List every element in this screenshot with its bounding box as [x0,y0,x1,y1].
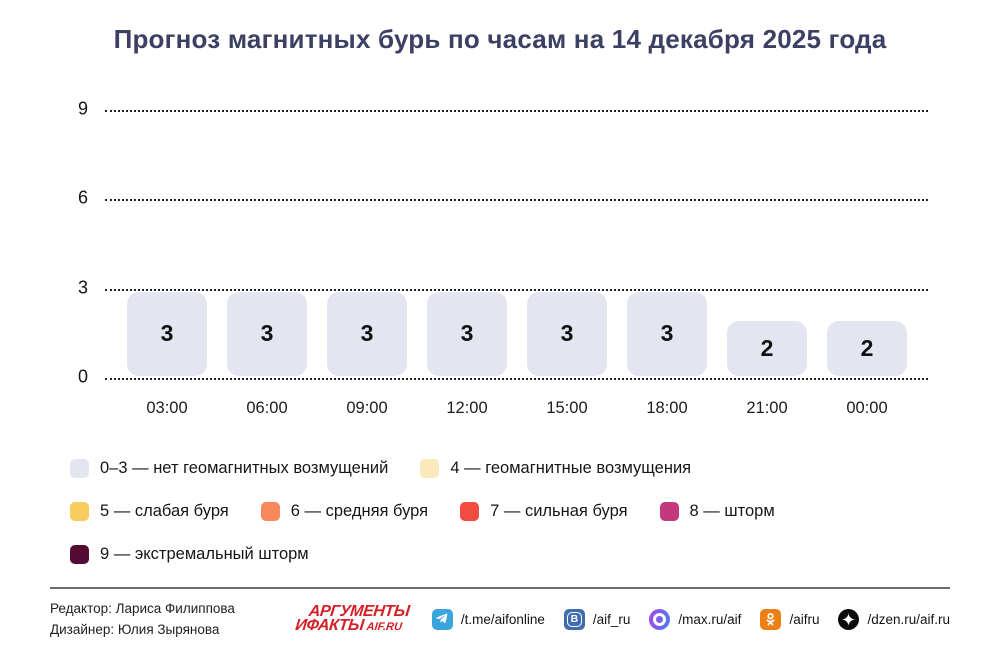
ok-icon [760,608,782,630]
legend-row: 5 — слабая буря 6 — средняя буря 7 — сильн… [70,502,775,521]
legend-item: 9 — экстремальный шторм [70,545,309,564]
x-axis-label: 06:00 [246,399,288,417]
bar: 3 [227,291,307,376]
x-axis-label: 15:00 [546,399,588,417]
legend-swatch [420,459,440,478]
max-ring [653,612,667,626]
y-axis-label: 0 [77,366,88,387]
legend-item: 5 — слабая буря [70,502,229,521]
x-axis-label: 00:00 [846,399,888,417]
social-link-max[interactable]: /max.ru/aif [649,608,742,630]
social-link-dzen[interactable]: /dzen.ru/aif.ru [838,608,950,630]
legend-swatch [260,502,280,521]
aif-logo: АРГУМЕНТЫ ИФАКТЫAIF.RU [294,603,411,634]
social-handle: /aif_ru [592,611,631,627]
legend-label: 9 — экстремальный шторм [100,545,309,563]
bar-value-label: 3 [460,320,474,347]
page-title: Прогноз магнитных бурь по часам на 14 де… [113,24,887,54]
bar: 3 [527,291,607,376]
legend-item: 0–3 — нет геомагнитных возмущений [70,459,388,478]
social-link-ok[interactable]: /aifru [760,608,820,630]
bar: 2 [827,321,907,376]
bar: 3 [327,291,407,376]
chart-plot: 0 3 6 9 3 03:00 3 06:00 3 09:00 3 12:00 3 15:00 3 18:00… [0,95,1000,435]
bar: 2 [727,321,807,376]
vk-icon: В [563,608,585,630]
legend-item: 8 — шторм [659,502,775,521]
editor-credit: Редактор: Лариса Филиппова [50,601,235,616]
legend-swatch [70,545,89,564]
legend-label: 5 — слабая буря [100,502,229,520]
legend-swatch [659,502,679,521]
bar: 3 [427,291,507,376]
footer-right: АРГУМЕНТЫ ИФАКТЫAIF.RU /t.me/aifonline В… [294,603,950,634]
legend-label: 6 — средняя буря [290,502,429,520]
bar-value-label: 2 [760,335,774,362]
bar: 3 [627,291,707,376]
legend-label: 8 — шторм [689,502,775,520]
x-axis-label: 03:00 [146,399,188,417]
legend-item: 7 — сильная буря [460,502,628,521]
social-handle: /dzen.ru/aif.ru [867,611,950,627]
legend-item: 6 — средняя буря [260,502,429,521]
social-handle: /aifru [789,611,820,627]
social-handle: /max.ru/aif [678,611,742,627]
x-axis-label: 12:00 [446,399,488,417]
footer-divider [50,587,950,589]
footer: Редактор: Лариса Филиппова Дизайнер: Юли… [50,596,950,642]
x-axis-label: 09:00 [346,399,388,417]
social-link-telegram[interactable]: /t.me/aifonline [431,608,545,630]
bar-value-label: 3 [660,320,674,347]
y-axis-label: 3 [77,277,88,298]
gridline [105,288,928,291]
designer-credit: Дизайнер: Юлия Зырянова [50,622,220,637]
dzen-icon [838,608,860,630]
legend-swatch [460,502,480,521]
gridline [105,199,928,202]
legend-label: 0–3 — нет геомагнитных возмущений [100,459,389,477]
x-axis-label: 18:00 [646,399,688,417]
aif-logo-suffix: AIF.RU [366,620,403,633]
bar: 3 [127,291,207,376]
legend-label: 7 — сильная буря [490,502,628,520]
vk-letter: В [566,611,582,627]
bar-value-label: 3 [560,320,574,347]
legend-row: 0–3 — нет геомагнитных возмущений 4 — гео… [70,459,775,478]
gridline [105,378,928,380]
y-axis-label: 6 [77,187,88,208]
bar-value-label: 3 [160,320,174,347]
legend-swatch [70,459,89,478]
y-axis-label: 9 [77,98,88,119]
social-link-vk[interactable]: В /aif_ru [563,608,631,630]
aif-logo-line2: ИФАКТЫAIF.RU [294,616,403,634]
bar-value-label: 2 [860,335,874,362]
gridline [105,109,928,112]
legend-swatch [70,502,89,521]
social-handle: /t.me/aifonline [460,611,545,627]
bar-value-label: 3 [360,320,374,347]
x-axis-label: 21:00 [746,399,788,417]
legend: 0–3 — нет геомагнитных возмущений 4 — гео… [70,459,775,564]
credits: Редактор: Лариса Филиппова Дизайнер: Юли… [50,598,235,640]
max-icon [649,608,671,630]
telegram-icon [431,608,453,630]
legend-item: 4 — геомагнитные возмущения [420,459,691,478]
legend-row: 9 — экстремальный шторм [70,545,775,564]
legend-label: 4 — геомагнитные возмущения [450,459,692,477]
bar-value-label: 3 [260,320,274,347]
